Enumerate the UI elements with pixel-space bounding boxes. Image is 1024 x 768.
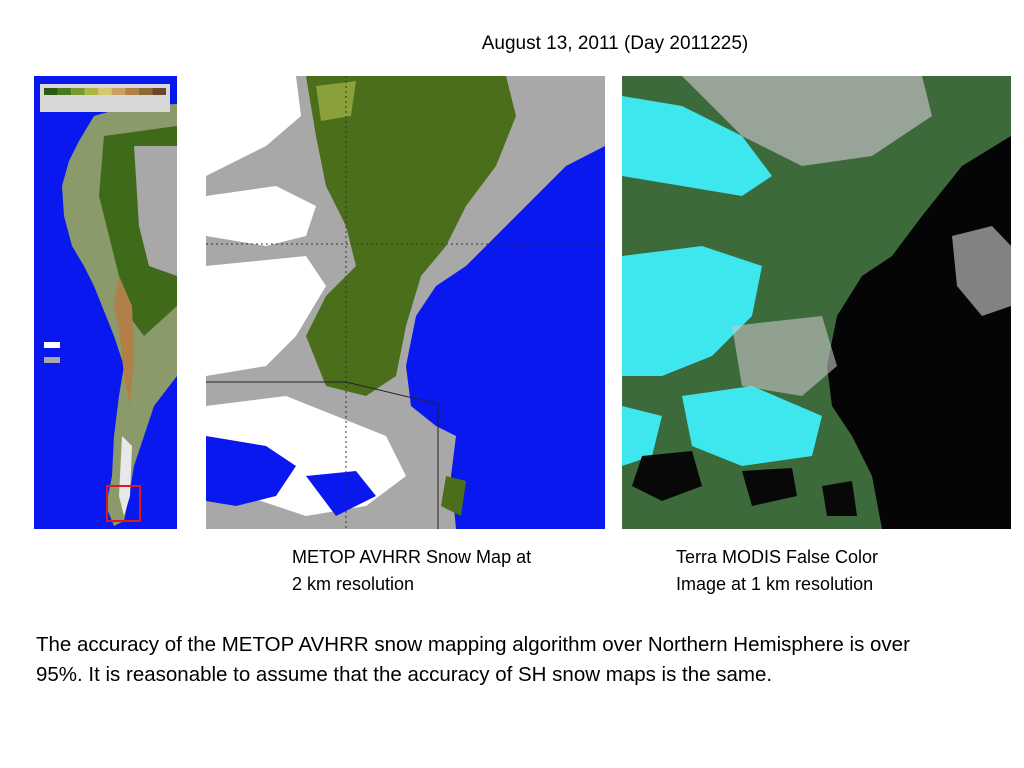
- accuracy-statement: The accuracy of the METOP AVHRR snow map…: [36, 633, 910, 686]
- legend-swatch: [138, 88, 153, 95]
- metop-avhrr-snow-map: [206, 76, 605, 529]
- south-america-overview-map: [34, 76, 177, 529]
- legend-swatch: [125, 88, 139, 95]
- modis-image-caption-line1: Terra MODIS False Color: [676, 547, 879, 567]
- legend-swatch: [57, 88, 72, 95]
- legend-swatch: [84, 88, 99, 95]
- snow-legend-swatch: [44, 342, 60, 348]
- legend-swatch: [98, 88, 112, 95]
- terra-modis-false-color-image: [622, 76, 1011, 529]
- region-highlight-box: [106, 485, 141, 522]
- slide-title: August 13, 2011 (Day 2011225): [481, 33, 749, 54]
- legend-swatch: [71, 88, 85, 95]
- cloud-legend-swatch: [44, 357, 60, 363]
- legend-swatch: [152, 88, 166, 95]
- snow-map-caption: METOP AVHRR Snow Map at 2 km resolution: [292, 544, 592, 598]
- legend-swatch: [44, 88, 58, 95]
- snow-map-caption-line1: METOP AVHRR Snow Map at: [292, 547, 532, 567]
- snow-map-caption-line2: 2 km resolution: [292, 574, 415, 594]
- modis-image-caption-line2: Image at 1 km resolution: [676, 574, 874, 594]
- map-legend-color-bar: [44, 88, 166, 95]
- legend-swatch: [111, 88, 126, 95]
- modis-image-caption: Terra MODIS False Color Image at 1 km re…: [676, 544, 976, 598]
